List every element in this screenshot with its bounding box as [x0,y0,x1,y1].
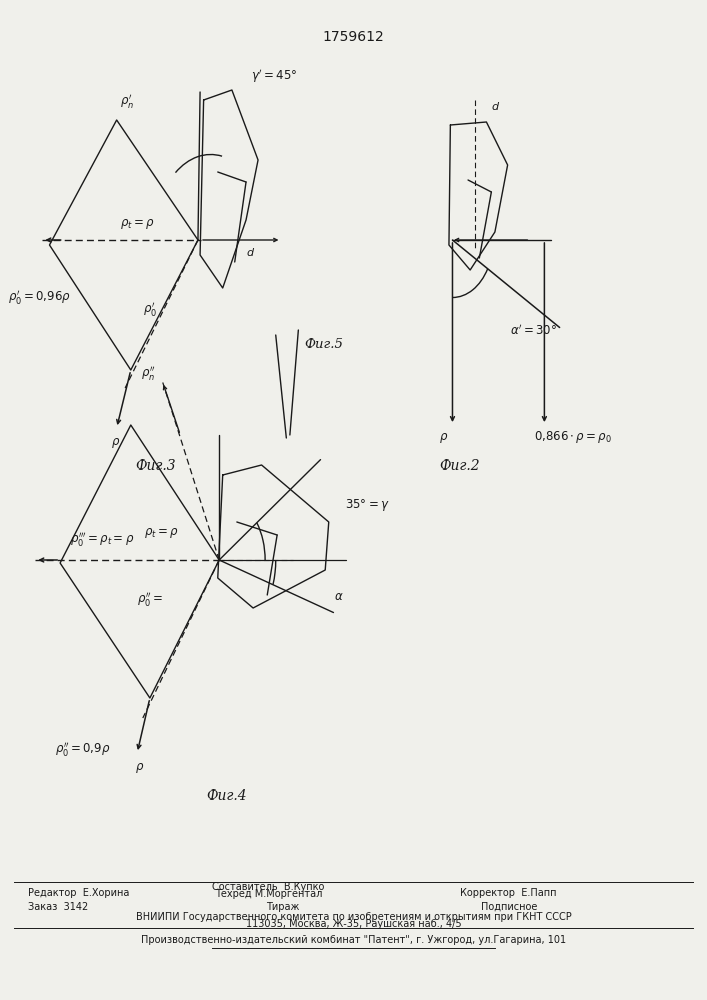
Text: $\rho_0'$: $\rho_0'$ [143,300,157,318]
Text: Редактор  Е.Хорина: Редактор Е.Хорина [28,888,129,898]
Text: $\rho_t = \rho$: $\rho_t = \rho$ [144,526,179,540]
Text: $\rho_0'' = 0{,}9\rho$: $\rho_0'' = 0{,}9\rho$ [55,740,110,758]
Text: $\rho_0' = 0{,}96\rho$: $\rho_0' = 0{,}96\rho$ [8,288,71,306]
Text: Производственно-издательский комбинат "Патент", г. Ужгород, ул.Гагарина, 101: Производственно-издательский комбинат "П… [141,935,566,945]
Text: ВНИИПИ Государственного комитета по изобретениям и открытиям при ГКНТ СССР: ВНИИПИ Государственного комитета по изоб… [136,912,571,922]
Text: $\rho_n'$: $\rho_n'$ [120,93,134,110]
Text: $\alpha$: $\alpha$ [334,590,344,603]
Text: 1759612: 1759612 [322,30,385,44]
Text: 113035, Москва, Ж-35, Раушская наб., 4/5: 113035, Москва, Ж-35, Раушская наб., 4/5 [246,919,461,929]
Text: Фиг.2: Фиг.2 [439,459,480,473]
Text: Составитель  В.Купко: Составитель В.Купко [213,882,325,892]
Text: $\rho$: $\rho$ [439,431,449,445]
Text: $\alpha' = 30°$: $\alpha' = 30°$ [510,324,558,338]
Text: Техред М.Моргентал: Техред М.Моргентал [215,889,322,899]
Text: Подписное: Подписное [481,902,537,912]
Text: $\rho_0''' = \rho_t = \rho$: $\rho_0''' = \rho_t = \rho$ [70,530,135,548]
Text: $35° = \gamma$: $35° = \gamma$ [345,497,390,513]
Text: $\rho_t = \rho$: $\rho_t = \rho$ [120,217,156,231]
Text: $0{,}866 \cdot \rho = \rho_0$: $0{,}866 \cdot \rho = \rho_0$ [534,429,612,445]
Text: $\rho_n''$: $\rho_n''$ [141,364,156,382]
Text: Тираж: Тираж [266,902,300,912]
Text: Заказ  3142: Заказ 3142 [28,902,88,912]
Text: Фиг.3: Фиг.3 [135,459,176,473]
Text: Фиг.4: Фиг.4 [206,789,247,803]
Text: Корректор  Е.Папп: Корректор Е.Папп [460,888,556,898]
Text: Фиг.5: Фиг.5 [304,338,343,351]
Text: $\rho_0'' =$: $\rho_0'' =$ [137,589,163,607]
Text: $d$: $d$ [246,246,255,258]
Text: $\gamma' = 45°$: $\gamma' = 45°$ [251,68,297,85]
Text: $\rho$: $\rho$ [134,761,144,775]
Text: $\rho$: $\rho$ [110,436,120,450]
Text: $d$: $d$ [491,100,501,112]
